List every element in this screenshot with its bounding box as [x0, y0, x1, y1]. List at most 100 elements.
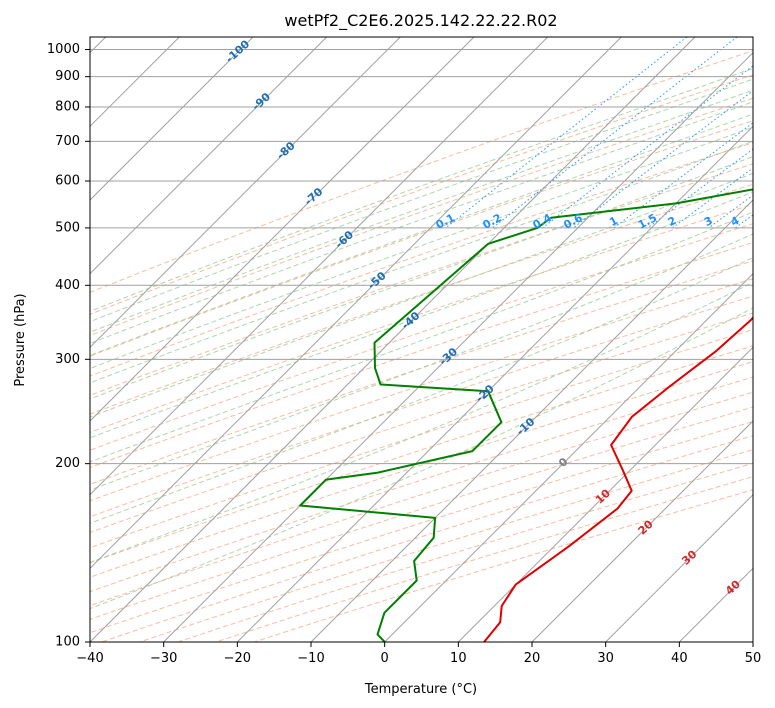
dry-adiabat-line: [90, 241, 753, 469]
chart-title: wetPf2_C2E6.2025.142.22.22.R02: [284, 11, 557, 31]
moist-adiabat-line: [90, 126, 753, 370]
mixing-ratio-line: [672, 167, 753, 229]
dry-adiabat-line: [90, 223, 753, 451]
moist-adiabat-line: [90, 281, 753, 564]
y-tick-label: 1000: [47, 42, 80, 57]
moist-adiabat-line: [90, 307, 753, 610]
x-tick-label: 40: [671, 651, 688, 666]
dry-adiabat-line: [177, 462, 753, 642]
isotherm-line: [236, 125, 753, 642]
y-tick-label: 900: [55, 69, 80, 84]
mixing-ratio-label: 6: [767, 214, 775, 229]
dry-adiabat-line: [215, 476, 753, 642]
isotherm-line: [752, 641, 753, 642]
moist-adiabat-line: [90, 233, 753, 491]
x-tick-label: −30: [150, 651, 177, 666]
moist-adiabat-line: [90, 113, 753, 357]
moist-adiabat-line: [90, 101, 753, 344]
x-axis-label: Temperature (°C): [364, 682, 477, 697]
dry-adiabat-line: [90, 345, 753, 564]
moist-adiabat-line: [90, 257, 753, 524]
y-tick-label: 200: [55, 456, 80, 471]
mixing-ratio-line: [542, 65, 753, 229]
isotherm-line: [90, 37, 549, 496]
isotherm-line: [90, 37, 622, 570]
dry-adiabat-line: [101, 435, 753, 642]
dry-adiabat-line: [90, 183, 753, 415]
x-tick-label: 30: [597, 651, 614, 666]
mixing-ratio-label: 3: [702, 214, 715, 229]
dewpoint-profile: [299, 188, 753, 642]
y-axis-ticks: 100 200 300 400 500 600 700 800 900 1000: [47, 42, 90, 650]
mixing-ratio-line: [445, 37, 688, 229]
isotherm-line: [531, 420, 753, 642]
dry-adiabat-line: [139, 449, 753, 642]
moist-adiabat-line: [90, 67, 753, 312]
temperature-profile: [483, 315, 753, 642]
plot-frame: [89, 36, 754, 643]
y-tick-label: 300: [55, 352, 80, 367]
isotherm-line: [90, 37, 254, 201]
moist-adiabat-line: [90, 191, 753, 439]
y-tick-label: 800: [55, 99, 80, 114]
isotherm-line: [457, 346, 753, 642]
isotherm-line: [90, 37, 696, 642]
dry-adiabats: [90, 50, 753, 642]
isobars: [90, 49, 753, 642]
dry-adiabat-line: [90, 391, 753, 607]
dry-adiabat-line: [90, 50, 753, 293]
mixing-ratio-label: 1.5: [636, 211, 659, 232]
dry-adiabat-line: [90, 120, 753, 357]
y-tick-label: 100: [55, 635, 80, 650]
dry-adiabat-line: [90, 97, 753, 337]
y-tick-label: 700: [55, 134, 80, 149]
dry-adiabat-line: [90, 312, 753, 534]
moist-adiabat-line: [90, 89, 753, 333]
dry-adiabat-line: [90, 278, 753, 502]
y-tick-label: 500: [55, 220, 80, 235]
dry-adiabat-line: [90, 295, 753, 518]
mixing-ratio-label: 1: [607, 214, 620, 229]
mixing-ratio-line: [572, 90, 753, 229]
isotherm-line: [90, 37, 328, 275]
isotherm-line: [163, 51, 753, 642]
x-tick-label: 50: [745, 651, 762, 666]
y-tick-label: 600: [55, 173, 80, 188]
y-axis-label: Pressure (hPa): [13, 293, 28, 386]
isotherm-line: [384, 272, 753, 642]
x-tick-label: 20: [524, 651, 541, 666]
x-tick-label: 0: [381, 651, 389, 666]
dry-adiabat-line: [90, 361, 753, 578]
moist-adiabat-line: [90, 172, 753, 418]
x-tick-label: −10: [297, 651, 324, 666]
mixing-ratio-line: [734, 214, 753, 229]
dry-adiabat-line: [90, 203, 753, 433]
isotherms: [90, 37, 753, 642]
isotherm-line: [90, 37, 401, 349]
isotherm-line: [90, 37, 475, 422]
x-axis-ticks: −40 −30 −20 −10 0 10 20 30 40 50: [76, 642, 761, 666]
isotherm-line: [605, 493, 753, 642]
dry-adiabat-line: [254, 489, 753, 642]
x-tick-label: 10: [450, 651, 467, 666]
moist-adiabat-line: [90, 156, 753, 400]
moist-adiabat-line: [90, 140, 753, 384]
x-tick-label: −20: [224, 651, 251, 666]
y-tick-label: 400: [55, 278, 80, 293]
moist-adiabat-line: [90, 211, 753, 463]
mixing-ratio-line: [613, 122, 753, 229]
dry-adiabat-line: [90, 163, 753, 396]
dry-adiabat-line: [90, 329, 753, 549]
mixing-ratio-label: 0.2: [481, 211, 504, 232]
dry-adiabat-line: [90, 74, 753, 315]
dry-adiabat-line: [90, 376, 753, 593]
x-tick-label: −40: [76, 651, 103, 666]
plot-area: -100-90-80-70-60-50-40-30-20-10010203040…: [90, 37, 775, 642]
traces: [299, 188, 753, 642]
mixing-ratio-lines: [445, 37, 753, 229]
isotherm-line: [310, 199, 753, 642]
dry-adiabat-line: [90, 260, 753, 485]
mixing-ratio-label: 4: [729, 214, 742, 229]
dry-adiabat-line: [90, 142, 753, 377]
